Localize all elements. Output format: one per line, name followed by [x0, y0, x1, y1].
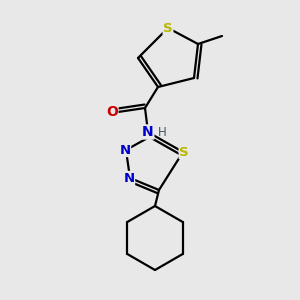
Text: S: S: [163, 22, 173, 34]
Text: H: H: [158, 125, 166, 139]
Text: N: N: [142, 125, 154, 139]
Text: N: N: [123, 172, 135, 184]
Text: N: N: [119, 143, 130, 157]
Text: S: S: [179, 146, 189, 158]
Text: O: O: [106, 105, 118, 119]
